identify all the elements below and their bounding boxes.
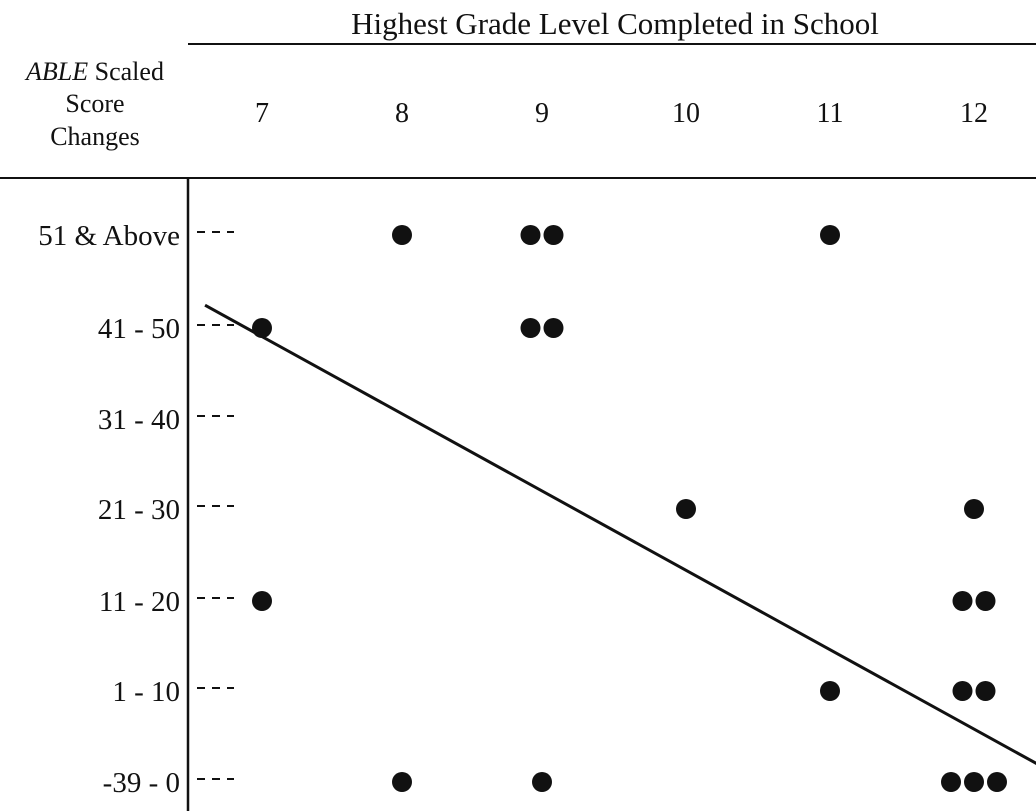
data-point-grade-12	[952, 591, 973, 611]
data-point-grade-9	[532, 772, 552, 792]
data-point-grade-11	[820, 681, 840, 701]
y-tick-dashes	[197, 231, 234, 780]
data-point-grade-7	[252, 591, 272, 611]
y-tick-labels: 51 & Above 41 - 50 31 - 40 21 - 30 11 - 20 1 …	[38, 220, 180, 799]
data-point-grade-8	[392, 772, 412, 792]
y-tick-label-1-10: 1 - 10	[112, 676, 180, 708]
data-point-grade-9	[520, 225, 541, 245]
x-tick-label-8: 8	[395, 98, 409, 129]
x-tick-label-9: 9	[535, 98, 549, 129]
chart-title: Highest Grade Level Completed in School	[351, 6, 879, 41]
data-point-grade-12	[964, 499, 984, 519]
y-tick-label-41-50: 41 - 50	[98, 313, 180, 345]
data-point-grade-12	[952, 681, 973, 701]
y-tick-label-21-30: 21 - 30	[98, 494, 180, 526]
trend-line	[204, 303, 1036, 765]
y-axis-label-italic: ABLE	[24, 57, 88, 86]
y-tick-label-51-above: 51 & Above	[38, 220, 180, 252]
data-point-grade-9	[543, 225, 564, 245]
y-axis-label-line-3: Changes	[50, 122, 140, 151]
y-axis-label-line-2: Score	[65, 89, 124, 118]
y-tick-label-31-40: 31 - 40	[98, 404, 180, 436]
data-point-grade-12	[975, 681, 996, 701]
y-tick-label-39-0: -39 - 0	[103, 767, 180, 799]
data-point-grade-12	[941, 772, 961, 792]
data-point-grade-9	[543, 318, 564, 338]
data-point-grade-9	[520, 318, 541, 338]
data-point-grade-7	[252, 318, 272, 338]
data-points	[252, 225, 1007, 792]
y-tick-label-11-20: 11 - 20	[99, 586, 180, 618]
y-axis-label-line-1: ABLE Scaled	[24, 57, 164, 86]
data-point-grade-12	[964, 772, 984, 792]
data-point-grade-12	[987, 772, 1007, 792]
x-tick-label-12: 12	[960, 98, 988, 129]
data-point-grade-10	[676, 499, 696, 519]
x-tick-labels: 7 8 9 10 11 12	[255, 98, 988, 129]
x-tick-label-7: 7	[255, 98, 269, 129]
y-axis-label-rest: Scaled	[88, 57, 164, 86]
x-tick-label-11: 11	[817, 98, 844, 129]
x-tick-label-10: 10	[672, 98, 700, 129]
data-point-grade-12	[975, 591, 996, 611]
data-point-grade-8	[392, 225, 412, 245]
data-point-grade-11	[820, 225, 840, 245]
